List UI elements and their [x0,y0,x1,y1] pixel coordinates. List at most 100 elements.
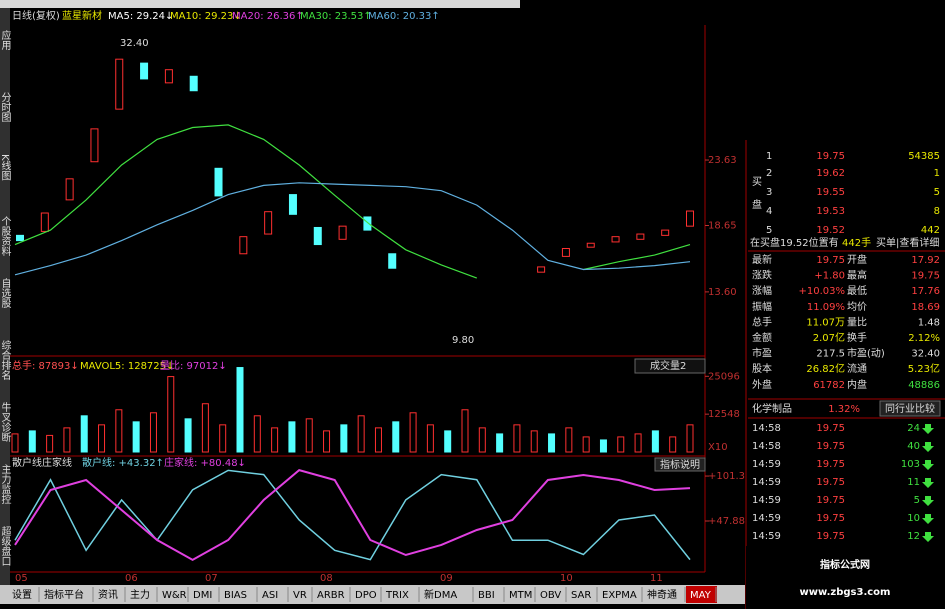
trade-volume: 24 [907,423,920,434]
x-tick-label: 10 [560,573,573,584]
trade-volume: 103 [901,459,920,470]
bid-price: 19.75 [816,151,845,162]
quote-value: 2.12% [908,333,940,344]
level: 1 [766,151,772,162]
tab[interactable]: OBV [540,590,561,601]
button[interactable] [654,457,706,472]
candle [363,216,372,231]
note-link[interactable]: 买单|查看详细 [876,236,939,249]
industry-change: 1.32% [828,404,860,415]
trade-price: 19.75 [816,531,845,542]
tab[interactable]: 设置 [12,589,32,601]
bid-volume: 8 [934,206,940,217]
tab[interactable]: DMI [193,590,212,601]
volume-header: 量比: 97012↓ [160,360,227,372]
tab[interactable]: MTM [509,590,532,601]
tab[interactable]: 资讯 [98,589,118,601]
volume-bar [305,418,313,453]
tab-active [686,586,717,603]
candle [40,212,49,232]
button-label[interactable]: 同行业比较 [885,402,935,415]
volume-bar [28,430,36,453]
trade-time: 14:58 [752,423,781,434]
quote-value: 2.07亿 [813,331,845,344]
bid-volume: 1 [934,168,940,179]
volume-bar [253,415,261,453]
watermark-url: www.zbgs3.com [800,587,891,598]
y-tick-label: 23.63 [708,155,737,166]
trade-time: 14:59 [752,513,781,524]
volume-bar [46,434,54,453]
volume-bar [599,439,607,453]
x-tick-label: 09 [440,573,453,584]
trade-price: 19.75 [816,495,845,506]
y-tick-label: 18.65 [708,220,737,231]
tab[interactable]: ARBR [317,590,345,601]
candle [140,62,149,80]
volume-bar [565,427,573,453]
candle [65,178,74,201]
sidebar-tab[interactable]: 个股资料 [0,216,11,257]
x-tick-label: 07 [205,573,218,584]
period: 日线(复权) [12,9,60,22]
bid-price: 19.52 [816,225,845,236]
tab[interactable]: W&R [162,590,187,601]
tab[interactable]: 新DMA [424,588,457,601]
button[interactable] [879,400,941,417]
tab[interactable]: BIAS [224,590,247,601]
tab[interactable]: VR [293,590,307,601]
watermark-box [746,546,945,609]
tab[interactable]: 主力 [130,588,150,601]
trade-price: 19.75 [816,423,845,434]
x-tick-label: 05 [15,573,28,584]
trade-price: 19.75 [816,513,845,524]
sidebar-tab[interactable]: 自选股 [0,277,11,309]
bid-price: 19.53 [816,206,845,217]
tab[interactable]: ASI [262,590,278,601]
volume-bar [634,433,642,453]
down-arrow [922,478,934,488]
down-arrow [922,460,934,470]
tab[interactable]: 指标平台 [44,588,84,601]
volume-bar [374,427,382,453]
candle [686,210,694,227]
sidebar-tab[interactable]: 分时图 [0,92,11,123]
sidebar-tab[interactable]: 超级盘口 [0,525,11,566]
trade-volume: 11 [907,477,920,488]
panel-select[interactable] [634,358,706,374]
quote-value: 1.48 [918,317,940,328]
sidebar-tab[interactable]: 牛叉诊断 [0,401,11,443]
panel-label[interactable]: 成交量2 [650,359,686,372]
volume-bar [288,421,296,453]
quote-label: 最低 [847,284,867,297]
watermark-title: 指标公式网 [820,558,870,571]
volume-bar [669,436,677,453]
quote-value: 217.5 [816,349,845,360]
quote-label: 外盘 [752,378,772,391]
ma-line [14,124,691,279]
tab[interactable]: TRIX [385,590,409,601]
volume-bar [98,424,106,453]
tab[interactable]: BBI [478,590,495,601]
tab[interactable]: DPO [355,590,377,601]
candle [611,236,620,243]
ma-line [14,182,691,276]
tab[interactable]: MAY [690,590,712,601]
sidebar-tab[interactable]: 主力监控 [0,464,11,505]
tab[interactable]: EXPMA [602,590,637,601]
sidebar-tab[interactable]: 综合排名 [0,339,11,381]
indicator-header: 庄家线: +80.48↓ [164,456,246,469]
volume-bar [651,430,659,453]
button-label[interactable]: 指标说明 [660,458,700,471]
quote-label: 流通 [847,362,867,375]
ma-label: MA10: 29.23↓ [170,11,242,22]
ma-label: MA5: 29.24↓ [108,11,173,22]
ma-label: MA20: 26.36↑ [232,11,304,22]
quote-value: 48886 [908,380,940,391]
tab[interactable]: SAR [571,590,591,601]
quote-value: 19.75 [911,271,940,282]
tab[interactable]: 神奇通 [647,588,677,601]
sidebar-tab[interactable]: K线图 [0,154,11,181]
high-annotation: 32.40 [120,38,149,49]
sidebar-tab[interactable]: 应用 [0,29,11,51]
